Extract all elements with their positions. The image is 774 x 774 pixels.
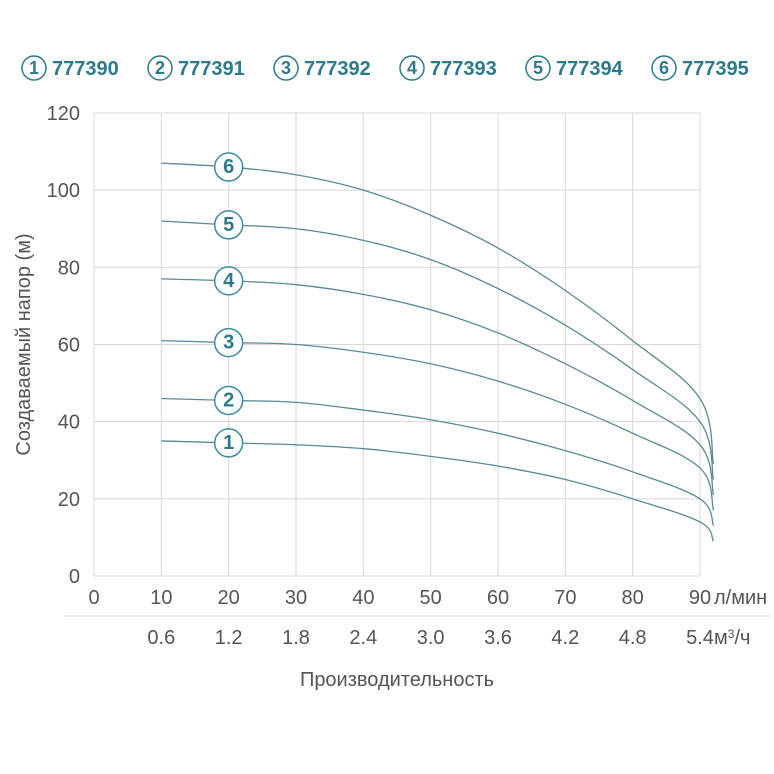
legend-badge-number-5: 5 bbox=[533, 58, 543, 78]
x-tick-secondary-1.2: 1.2 bbox=[215, 627, 243, 649]
legend-label-4: 777393 bbox=[430, 58, 497, 80]
x-unit-secondary: м3/ч bbox=[714, 627, 750, 649]
curve-6 bbox=[161, 163, 713, 464]
curve-marker-text-3: 3 bbox=[223, 332, 234, 354]
x-tick-secondary-2.4: 2.4 bbox=[349, 627, 377, 649]
pump-performance-chart: 1 777390 2 777391 3 777392 4 777393 5 777394 6 7773… bbox=[0, 0, 774, 774]
curve-2 bbox=[161, 399, 713, 526]
curve-marker-text-4: 4 bbox=[223, 270, 235, 292]
y-tick-20: 20 bbox=[58, 489, 80, 511]
legend-label-5: 777394 bbox=[556, 58, 624, 80]
x-tick-primary-30: 30 bbox=[285, 587, 307, 609]
x-tick-primary-0: 0 bbox=[88, 587, 99, 609]
legend-badge-number-2: 2 bbox=[155, 58, 165, 78]
legend-label-6: 777395 bbox=[682, 58, 749, 80]
x-tick-primary-50: 50 bbox=[420, 587, 442, 609]
y-tick-40: 40 bbox=[58, 412, 80, 434]
x-tick-primary-60: 60 bbox=[487, 587, 509, 609]
chart-svg: 1 777390 2 777391 3 777392 4 777393 5 777394 6 7773… bbox=[0, 0, 774, 774]
curve-marker-text-5: 5 bbox=[223, 214, 234, 236]
curve-5 bbox=[161, 221, 713, 480]
legend-badge-number-4: 4 bbox=[407, 58, 417, 78]
legend-label-1: 777390 bbox=[52, 58, 119, 80]
grid bbox=[94, 113, 700, 576]
legend-badge-number-1: 1 bbox=[29, 58, 39, 78]
curves-group bbox=[161, 163, 713, 541]
x-tick-primary-90: 90 bbox=[689, 587, 711, 609]
y-tick-80: 80 bbox=[58, 257, 80, 279]
curve-marker-text-2: 2 bbox=[223, 389, 234, 411]
x-tick-secondary-0.6: 0.6 bbox=[147, 627, 175, 649]
x-tick-primary-10: 10 bbox=[150, 587, 172, 609]
x-tick-secondary-3.6: 3.6 bbox=[484, 627, 512, 649]
legend-badge-number-3: 3 bbox=[281, 58, 291, 78]
legend-label-2: 777391 bbox=[178, 58, 245, 80]
y-tick-100: 100 bbox=[47, 180, 80, 202]
x-tick-secondary-3.0: 3.0 bbox=[417, 627, 445, 649]
x-tick-secondary-5.4: 5.4 bbox=[686, 627, 714, 649]
x-tick-primary-40: 40 bbox=[352, 587, 374, 609]
x-tick-primary-20: 20 bbox=[218, 587, 240, 609]
legend-badge-number-6: 6 bbox=[659, 58, 669, 78]
x-axis-title: Производительность bbox=[300, 669, 494, 691]
y-tick-120: 120 bbox=[47, 103, 80, 125]
curve-1 bbox=[161, 441, 713, 541]
curve-marker-text-6: 6 bbox=[223, 156, 234, 178]
curve-4 bbox=[161, 279, 713, 495]
curve-3 bbox=[161, 341, 713, 511]
legend-label-3: 777392 bbox=[304, 58, 371, 80]
x-unit-primary: л/мин bbox=[714, 587, 767, 609]
y-tick-60: 60 bbox=[58, 335, 80, 357]
y-tick-0: 0 bbox=[69, 566, 80, 588]
x-tick-secondary-1.8: 1.8 bbox=[282, 627, 310, 649]
x-tick-secondary-4.2: 4.2 bbox=[551, 627, 579, 649]
curve-marker-text-1: 1 bbox=[223, 432, 234, 454]
y-axis-title: Создаваемый напор (м) bbox=[13, 233, 35, 455]
x-tick-primary-70: 70 bbox=[554, 587, 576, 609]
x-tick-primary-80: 80 bbox=[622, 587, 644, 609]
x-tick-secondary-4.8: 4.8 bbox=[619, 627, 647, 649]
